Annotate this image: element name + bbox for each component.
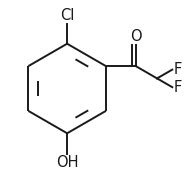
Text: OH: OH: [56, 155, 78, 170]
Text: F: F: [174, 80, 182, 95]
Text: O: O: [130, 29, 141, 44]
Text: F: F: [174, 62, 182, 77]
Text: Cl: Cl: [60, 8, 74, 23]
